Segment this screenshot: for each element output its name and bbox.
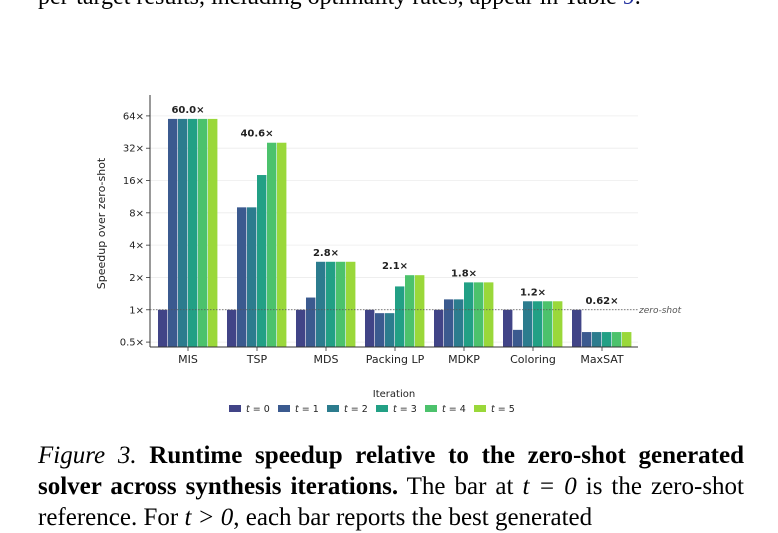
chart-labels: 60.0× 40.6× 2.8× 2.1× 1.8× 1.2× 0.62× zero-shot (150, 105, 682, 316)
y-tick-label: 0.5× (120, 338, 144, 349)
preceding-paragraph-text: per-target results, including optimality… (38, 0, 641, 11)
bar (227, 309, 237, 347)
bar (543, 301, 553, 347)
bar (365, 309, 375, 347)
y-tick-label: 16× (123, 176, 144, 187)
bar (257, 175, 267, 347)
bar (434, 309, 444, 347)
bar (395, 286, 405, 347)
legend-entry: t = 2 (344, 404, 368, 415)
bar (454, 299, 464, 347)
legend-swatch (229, 405, 241, 412)
speedup-annotation: 1.8× (451, 268, 477, 279)
x-tick-label: Packing LP (366, 353, 425, 366)
x-tick-label: TSP (246, 353, 268, 366)
legend-swatch (376, 405, 388, 412)
bar (306, 297, 316, 347)
caption-text-a: The bar at (406, 473, 514, 500)
x-tick-label: MDS (314, 353, 339, 366)
bar (572, 309, 582, 347)
bar (464, 282, 474, 347)
bar (208, 118, 218, 347)
bar (592, 332, 602, 347)
chart-axes: 0.5× 1× 2× 4× 8× 16× 32× 64× MIS TSP MDS Packing LP… (95, 95, 638, 366)
bar (346, 261, 356, 347)
speedup-annotation: 1.2× (520, 287, 546, 298)
legend-title: Iteration (373, 389, 415, 400)
bar (582, 332, 592, 347)
bar (267, 142, 277, 347)
bar (602, 332, 612, 347)
bar (198, 118, 208, 347)
bar (178, 118, 188, 347)
bar (326, 261, 336, 347)
speedup-annotation: 40.6× (240, 129, 273, 140)
speedup-annotation: 2.8× (313, 248, 339, 259)
bar (405, 275, 415, 347)
bar (622, 332, 632, 347)
y-tick-label: 32× (123, 144, 144, 155)
bar (316, 261, 326, 347)
bar (553, 301, 563, 347)
speedup-annotation: 2.1× (382, 261, 408, 272)
bar (474, 282, 484, 347)
bar (484, 282, 494, 347)
y-tick-label: 2× (129, 273, 144, 284)
legend-swatch (327, 405, 339, 412)
chart-gridlines (150, 115, 638, 343)
legend-swatch (425, 405, 437, 412)
legend-entry: t = 1 (295, 404, 319, 415)
x-tick-label: Coloring (510, 353, 556, 366)
bar (158, 309, 168, 347)
y-tick-label: 64× (123, 111, 144, 122)
bar (523, 301, 533, 347)
bar (336, 261, 346, 347)
legend-entry: t = 3 (393, 404, 417, 415)
bar (375, 313, 385, 347)
bar (168, 118, 178, 347)
bar (188, 118, 198, 347)
bar (503, 309, 513, 347)
caption-title: Runtime speedup relative to the zero-sho… (38, 442, 744, 500)
chart-bars (158, 118, 632, 347)
figure-caption: Figure 3. Runtime speedup relative to th… (38, 440, 744, 533)
legend-entry: t = 0 (246, 404, 270, 415)
zero-shot-label: zero-shot (638, 306, 682, 316)
bar (444, 299, 454, 347)
bar (612, 332, 622, 347)
bar (533, 301, 543, 347)
legend-entry: t = 5 (491, 404, 515, 415)
chart-legend: Iteration t = 0 t = 1 t = 2 t = 3 t = 4 t = 5 (229, 389, 515, 415)
legend-swatch (474, 405, 486, 412)
y-axis-label: Speedup over zero-shot (95, 157, 108, 289)
table-reference-link[interactable]: 9 (623, 0, 635, 10)
legend-entry: t = 4 (442, 404, 466, 415)
bar (247, 207, 257, 347)
bar (277, 142, 287, 347)
caption-math-t0: t = 0 (522, 473, 577, 500)
x-tick-label: MDKP (448, 353, 480, 366)
y-tick-label: 4× (129, 241, 144, 252)
caption-math-t-gt0: t > 0 (184, 504, 234, 531)
bar (296, 309, 306, 347)
speedup-annotation: 60.0× (171, 105, 204, 116)
legend-swatch (278, 405, 290, 412)
caption-text-c: , each bar reports the best generated (233, 504, 593, 531)
bar (513, 329, 523, 347)
bar (237, 207, 247, 347)
bar (385, 313, 395, 347)
y-tick-label: 8× (129, 208, 144, 219)
speedup-bar-chart: 0.5× 1× 2× 4× 8× 16× 32× 64× MIS TSP MDS Packing LP… (95, 95, 682, 415)
figure-label: Figure 3. (38, 442, 137, 469)
speedup-annotation: 0.62× (585, 296, 618, 307)
x-tick-label: MIS (178, 353, 198, 366)
bar (415, 275, 425, 347)
y-tick-label: 1× (129, 305, 144, 316)
x-tick-label: MaxSAT (580, 353, 624, 366)
